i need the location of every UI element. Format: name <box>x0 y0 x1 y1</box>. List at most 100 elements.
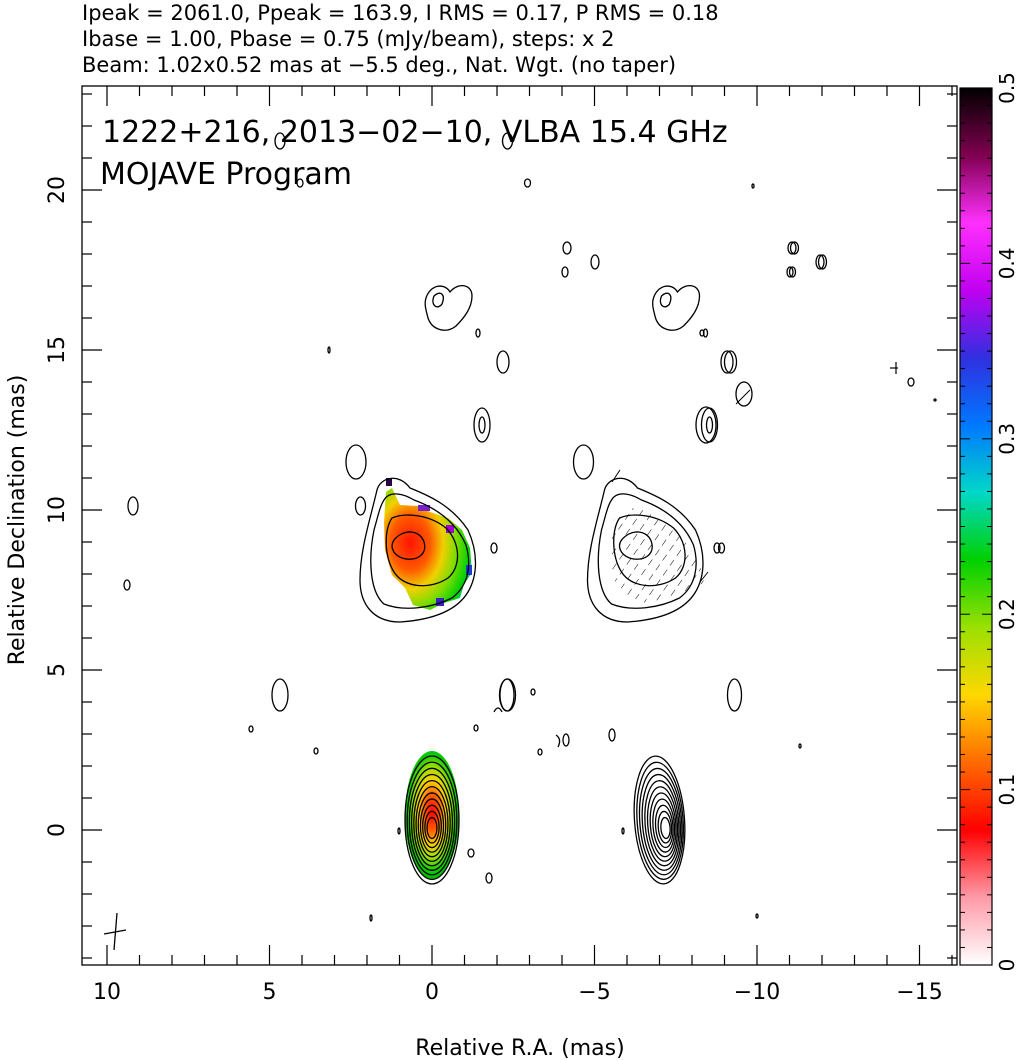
x-tick-label: 0 <box>425 980 439 1005</box>
contour-line <box>815 254 825 270</box>
contour-line <box>633 755 686 885</box>
x-axis-ticks: 10 5 0 −5 −10 −15 <box>93 86 953 1005</box>
contour-line <box>359 477 477 623</box>
contour-line <box>490 542 498 554</box>
contour-line <box>391 531 426 560</box>
source-title: 1222+216, 2013−02−10, VLBA 15.4 GHz <box>102 115 728 150</box>
contour-line <box>555 734 561 748</box>
contour-line <box>493 707 503 713</box>
colorbar: 0 0.1 0.2 0.3 0.4 0.5 <box>959 72 1019 972</box>
header-base-line: Ibase = 1.00, Pbase = 0.75 (mJy/beam), s… <box>82 27 615 51</box>
y-axis-ticks: 0 5 10 15 20 <box>45 93 957 959</box>
plot-frame <box>81 85 958 966</box>
pol-vector <box>699 571 709 583</box>
contour-line <box>636 761 685 880</box>
x-tick-label: −10 <box>734 980 780 1005</box>
pol-edge-indigo <box>436 598 444 606</box>
contour-line <box>788 266 797 278</box>
contour-line <box>561 266 569 278</box>
contour-line <box>649 792 677 858</box>
intensity-contours <box>123 132 937 922</box>
x-tick-label: 10 <box>93 980 121 1005</box>
contour-line <box>562 733 570 747</box>
contour-line <box>621 827 625 835</box>
contour-line <box>406 761 458 881</box>
contour-line <box>473 407 491 443</box>
program-title: MOJAVE Program <box>100 157 352 192</box>
contour-line <box>572 444 595 480</box>
y-tick-label: 0 <box>45 823 70 837</box>
contour-line <box>354 496 367 516</box>
colorbar-tick-label: 0 <box>995 959 1019 972</box>
contour-line <box>787 241 797 255</box>
contour-line <box>274 132 286 150</box>
contour-line <box>370 493 470 609</box>
contour-line <box>751 183 755 189</box>
contour-line <box>419 798 445 853</box>
contour-line <box>659 292 672 308</box>
contour-line <box>432 292 444 308</box>
polarization-vector-panel <box>610 389 751 604</box>
x-tick-label: −5 <box>578 980 610 1005</box>
x-tick-label: −15 <box>896 980 942 1005</box>
contour-line <box>422 804 442 849</box>
colorbar-tick-label: 0.5 <box>995 72 1019 104</box>
contour-line <box>652 798 676 853</box>
contour-line <box>473 724 479 732</box>
contour-line <box>644 780 680 867</box>
x-tick-label: 5 <box>263 980 277 1005</box>
contour-line <box>700 407 719 443</box>
contour-line <box>296 178 304 188</box>
contour-line <box>369 914 373 922</box>
contour-line <box>498 678 517 712</box>
pol-vector <box>611 469 621 483</box>
contour-line <box>248 725 254 733</box>
contour-line <box>717 542 726 554</box>
y-tick-label: 10 <box>45 496 70 524</box>
contour-line <box>413 779 451 867</box>
contour-line <box>426 816 438 840</box>
contour-line <box>417 792 447 858</box>
contour-line <box>123 579 131 591</box>
contour-line <box>408 767 456 876</box>
contour-line <box>720 350 734 374</box>
contour-line <box>467 848 475 858</box>
contour-line <box>723 350 738 374</box>
contour-line <box>608 728 616 742</box>
pol-vector <box>735 389 751 405</box>
contour-line <box>786 266 794 278</box>
x-axis-label: Relative R.A. (mas) <box>415 1036 624 1060</box>
contour-line <box>789 241 800 255</box>
contour-line <box>660 816 671 840</box>
y-tick-label: 5 <box>45 663 70 677</box>
fractional-polarization-panel <box>384 478 472 879</box>
contour-line <box>530 688 536 696</box>
pol-edge-dark <box>386 478 392 486</box>
contour-line <box>485 872 493 884</box>
image-header: Ipeak = 2061.0, Ppeak = 163.9, I RMS = 0… <box>82 0 719 78</box>
header-beam-line: Beam: 1.02x0.52 mas at −5.5 deg., Nat. W… <box>82 53 677 77</box>
contour-line <box>501 132 514 150</box>
contour-line <box>755 913 759 919</box>
contour-line <box>699 329 705 337</box>
contour-line <box>657 810 673 844</box>
contour-line <box>313 747 319 755</box>
contour-line <box>705 416 714 434</box>
contour-line <box>271 678 289 712</box>
contour-line <box>713 542 721 554</box>
y-axis-label: Relative Declination (mas) <box>5 375 30 666</box>
contour-line <box>385 514 459 587</box>
colorbar-fill <box>960 88 992 965</box>
contour-line <box>475 328 481 338</box>
contour-line <box>646 786 679 862</box>
y-tick-label: 15 <box>45 336 70 364</box>
contour-line <box>735 381 753 407</box>
hatched-polarization-region <box>610 508 706 604</box>
contour-line <box>345 444 367 480</box>
contour-line <box>652 285 701 331</box>
contour-line <box>496 350 510 374</box>
contour-line <box>127 496 139 516</box>
contour-line <box>933 398 937 402</box>
contour-line <box>404 755 460 885</box>
contour-line <box>817 254 828 270</box>
